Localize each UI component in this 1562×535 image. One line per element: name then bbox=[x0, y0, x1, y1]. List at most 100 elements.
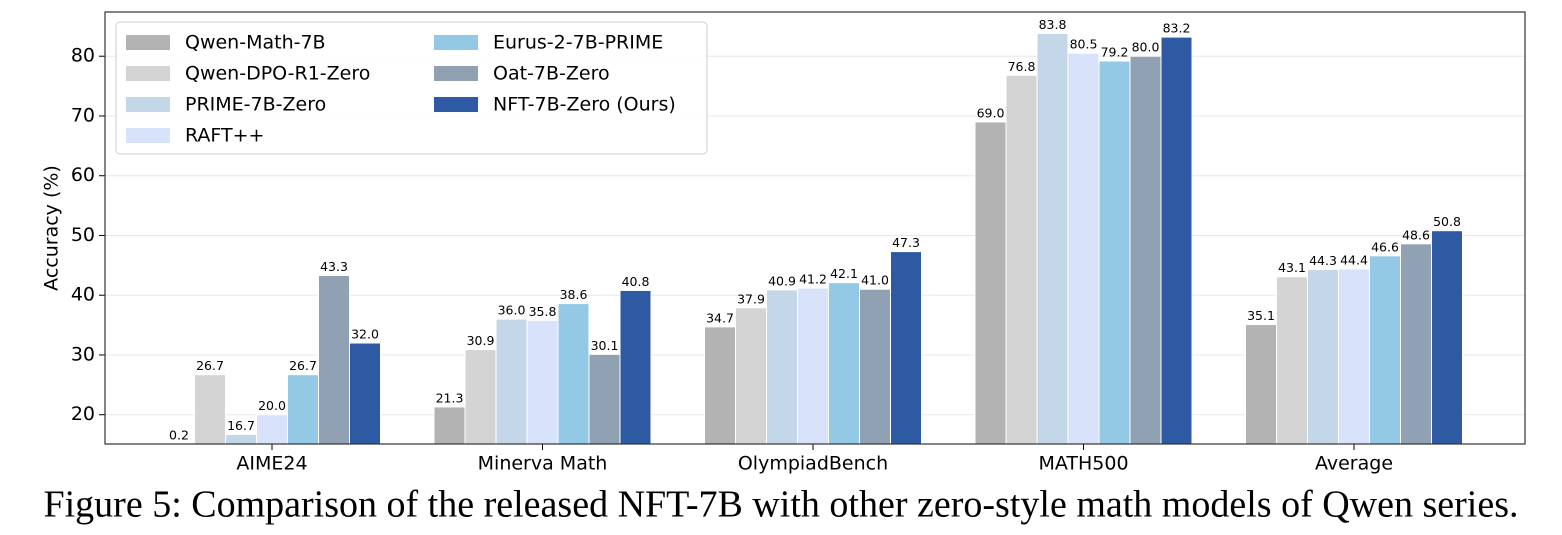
bar bbox=[1245, 323, 1277, 444]
bar bbox=[464, 349, 497, 444]
value-label: 42.1 bbox=[830, 266, 858, 281]
value-label: 34.7 bbox=[706, 310, 734, 325]
value-label: 41.0 bbox=[861, 273, 889, 288]
value-label: 38.6 bbox=[560, 287, 588, 302]
legend-swatch bbox=[126, 35, 170, 50]
legend-label: Qwen-DPO-R1-Zero bbox=[185, 63, 370, 85]
value-label: 30.9 bbox=[467, 333, 495, 348]
bar bbox=[1129, 55, 1162, 444]
legend-label: NFT-7B-Zero (Ours) bbox=[493, 94, 676, 116]
x-tick-label: AIME24 bbox=[236, 453, 307, 475]
value-label: 16.7 bbox=[227, 418, 255, 433]
bar bbox=[256, 414, 288, 444]
value-label: 30.1 bbox=[591, 338, 619, 353]
value-label: 76.8 bbox=[1008, 59, 1036, 74]
value-label: 26.7 bbox=[289, 358, 317, 373]
bar bbox=[495, 318, 528, 444]
value-label: 41.2 bbox=[799, 272, 827, 287]
bar bbox=[1067, 52, 1100, 444]
legend-label: RAFT++ bbox=[185, 125, 264, 147]
value-label: 43.1 bbox=[1278, 260, 1306, 275]
bar bbox=[1338, 268, 1370, 444]
value-label: 46.6 bbox=[1371, 239, 1399, 254]
value-label: 20.0 bbox=[258, 398, 286, 413]
bar bbox=[1431, 230, 1463, 444]
y-tick-label: 60 bbox=[71, 164, 95, 186]
value-label: 83.2 bbox=[1163, 21, 1191, 36]
value-label: 69.0 bbox=[977, 105, 1005, 120]
bar bbox=[194, 374, 226, 444]
bar bbox=[1160, 36, 1193, 444]
bar bbox=[1098, 60, 1131, 444]
bar bbox=[1400, 243, 1432, 444]
value-label: 79.2 bbox=[1101, 44, 1129, 59]
bar bbox=[828, 282, 860, 444]
legend-label: Eurus-2-7B-PRIME bbox=[493, 32, 663, 54]
x-tick-label: MATH500 bbox=[1038, 453, 1128, 475]
y-tick-label: 70 bbox=[71, 104, 95, 126]
y-tick-label: 30 bbox=[71, 343, 95, 365]
bar bbox=[588, 353, 621, 444]
bar bbox=[704, 326, 736, 444]
bar bbox=[557, 303, 590, 444]
bar bbox=[318, 275, 350, 444]
legend-label: PRIME-7B-Zero bbox=[185, 94, 326, 116]
legend-swatch bbox=[434, 35, 478, 50]
bar bbox=[349, 342, 381, 444]
y-axis-label: Accuracy (%) bbox=[41, 165, 63, 291]
bar bbox=[1005, 74, 1038, 444]
plot-frame bbox=[104, 11, 1526, 445]
bar bbox=[797, 287, 829, 444]
bar bbox=[859, 288, 891, 444]
value-label: 21.3 bbox=[436, 390, 464, 405]
legend-label: Oat-7B-Zero bbox=[493, 63, 610, 85]
bar bbox=[1307, 269, 1339, 444]
x-tick-label: Minerva Math bbox=[478, 453, 608, 475]
value-label: 35.8 bbox=[529, 304, 557, 319]
value-label: 32.0 bbox=[351, 327, 379, 342]
bar bbox=[890, 251, 922, 444]
bar bbox=[766, 289, 798, 444]
value-label: 44.3 bbox=[1309, 253, 1337, 268]
value-label: 35.1 bbox=[1247, 308, 1275, 323]
y-tick-label: 40 bbox=[71, 284, 95, 306]
bar bbox=[1036, 33, 1069, 444]
value-label: 26.7 bbox=[196, 358, 224, 373]
bar bbox=[287, 374, 319, 444]
bar bbox=[619, 289, 652, 444]
value-label: 50.8 bbox=[1433, 214, 1461, 229]
legend-label: Qwen-Math-7B bbox=[185, 32, 326, 54]
value-label: 43.3 bbox=[320, 259, 348, 274]
legend-swatch bbox=[126, 97, 170, 112]
bar bbox=[225, 433, 257, 444]
x-tick-label: Average bbox=[1315, 453, 1393, 475]
value-label: 48.6 bbox=[1402, 227, 1430, 242]
value-label: 37.9 bbox=[737, 291, 765, 306]
value-label: 0.2 bbox=[169, 428, 189, 443]
legend-swatch bbox=[126, 66, 170, 81]
value-label: 80.5 bbox=[1070, 37, 1098, 52]
bar bbox=[974, 121, 1007, 444]
bar bbox=[526, 319, 559, 444]
bar bbox=[433, 406, 466, 444]
legend-box bbox=[115, 21, 708, 155]
y-tick-label: 20 bbox=[71, 403, 95, 425]
value-label: 47.3 bbox=[892, 235, 920, 250]
value-label: 40.8 bbox=[622, 274, 650, 289]
value-label: 40.9 bbox=[768, 273, 796, 288]
value-label: 44.4 bbox=[1340, 252, 1368, 267]
caption: Figure 5: Comparison of the released NFT… bbox=[43, 484, 1518, 526]
legend-swatch bbox=[126, 128, 170, 143]
y-tick-label: 80 bbox=[71, 45, 95, 67]
bar bbox=[735, 307, 767, 444]
x-tick-label: OlympiadBench bbox=[738, 453, 888, 475]
legend-swatch bbox=[434, 66, 478, 81]
value-label: 80.0 bbox=[1132, 40, 1160, 55]
bars bbox=[194, 33, 1463, 444]
legend-swatch bbox=[434, 97, 478, 112]
bar bbox=[1369, 255, 1401, 444]
bar bbox=[1276, 276, 1308, 444]
y-tick-label: 50 bbox=[71, 224, 95, 246]
value-label: 36.0 bbox=[498, 303, 526, 318]
